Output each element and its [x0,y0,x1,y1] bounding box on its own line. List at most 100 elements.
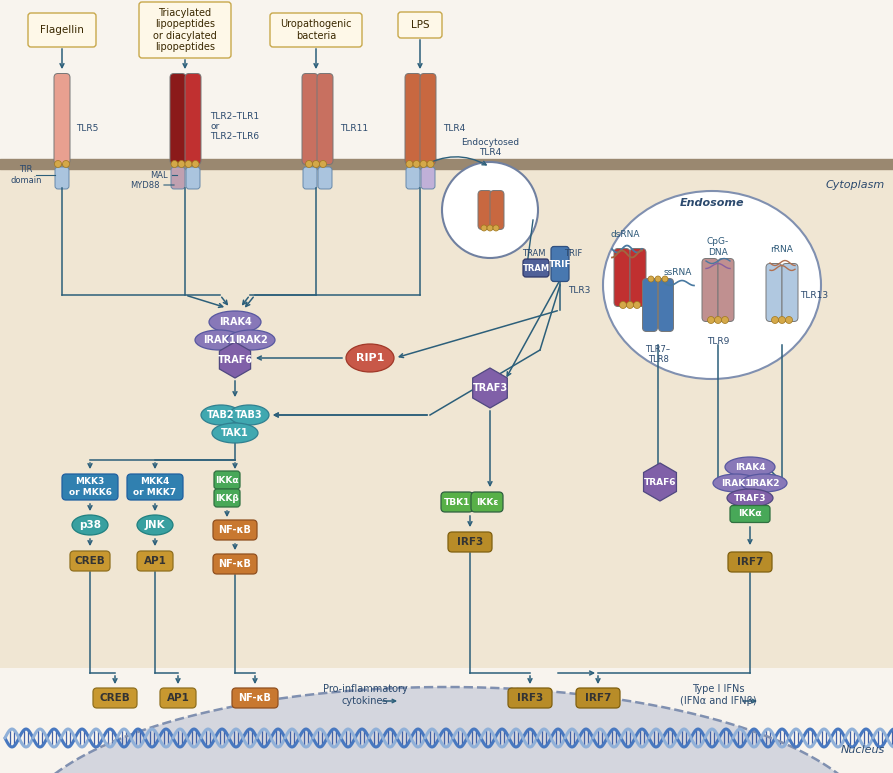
Text: TRAM: TRAM [522,264,549,273]
Ellipse shape [741,474,787,492]
Text: rRNA: rRNA [771,245,794,254]
Text: MAL: MAL [150,171,168,179]
FancyBboxPatch shape [728,552,772,572]
Text: Endocytosed
TLR4: Endocytosed TLR4 [461,138,519,157]
FancyBboxPatch shape [766,264,782,322]
Text: IRAK4: IRAK4 [219,317,251,327]
Ellipse shape [212,423,258,443]
FancyBboxPatch shape [576,688,620,708]
Circle shape [442,162,538,258]
Circle shape [406,161,413,168]
Text: TLR7–
TLR8: TLR7– TLR8 [646,345,671,364]
FancyBboxPatch shape [441,492,473,512]
FancyBboxPatch shape [28,13,96,47]
FancyBboxPatch shape [630,248,646,307]
Ellipse shape [137,515,173,535]
Text: RIP1: RIP1 [355,353,384,363]
Circle shape [786,316,792,323]
Text: Uropathogenic
bacteria: Uropathogenic bacteria [280,19,352,41]
Circle shape [779,316,786,323]
Text: Flagellin: Flagellin [40,25,84,35]
Text: Nucleus: Nucleus [840,745,885,755]
Text: ssRNA: ssRNA [663,268,692,277]
Text: MYD88: MYD88 [130,181,160,189]
Text: IRF3: IRF3 [517,693,543,703]
FancyBboxPatch shape [448,532,492,552]
FancyBboxPatch shape [232,688,278,708]
Circle shape [722,316,729,323]
FancyBboxPatch shape [55,167,69,189]
Bar [0,0,893,163]
Text: CREB: CREB [75,556,105,566]
Text: TRAF3: TRAF3 [734,493,766,502]
FancyBboxPatch shape [523,259,549,277]
FancyBboxPatch shape [420,73,436,165]
Text: CpG-
DNA: CpG- DNA [707,237,729,257]
FancyBboxPatch shape [508,688,552,708]
FancyBboxPatch shape [160,688,196,708]
Ellipse shape [227,330,275,350]
Polygon shape [472,368,507,408]
FancyBboxPatch shape [406,167,420,189]
FancyBboxPatch shape [478,190,492,230]
FancyBboxPatch shape [139,2,231,58]
Ellipse shape [72,515,108,535]
FancyBboxPatch shape [614,248,630,307]
Circle shape [620,301,627,308]
Ellipse shape [727,489,773,507]
Circle shape [63,161,70,168]
Text: Cytoplasm: Cytoplasm [826,180,885,190]
FancyBboxPatch shape [318,167,332,189]
Text: IKKε: IKKε [476,498,498,506]
FancyBboxPatch shape [137,551,173,571]
FancyBboxPatch shape [702,258,718,322]
Circle shape [655,276,661,282]
Text: TAK1: TAK1 [221,428,249,438]
Text: TLR2–TLR1: TLR2–TLR1 [210,111,259,121]
Circle shape [487,225,493,231]
Text: NF-κB: NF-κB [238,693,271,703]
Text: JNK: JNK [145,520,165,530]
Text: IKKα: IKKα [215,475,238,485]
Text: NF-κB: NF-κB [219,525,252,535]
FancyBboxPatch shape [213,520,257,540]
Circle shape [192,161,199,168]
Text: TRAF6: TRAF6 [217,355,253,365]
Text: TLR13: TLR13 [800,291,828,299]
FancyBboxPatch shape [658,278,673,332]
Circle shape [481,225,487,231]
Text: LPS: LPS [411,20,430,30]
FancyBboxPatch shape [54,73,70,165]
Ellipse shape [201,405,241,425]
FancyBboxPatch shape [214,471,240,489]
Circle shape [313,161,320,168]
FancyBboxPatch shape [213,554,257,574]
Text: TRAF3: TRAF3 [472,383,507,393]
FancyBboxPatch shape [270,13,362,47]
FancyBboxPatch shape [302,73,318,165]
Polygon shape [220,342,251,378]
Circle shape [54,161,62,168]
Text: IRAK1: IRAK1 [721,478,751,488]
Circle shape [662,276,668,282]
FancyBboxPatch shape [782,264,798,322]
Text: IRAK1: IRAK1 [203,335,236,345]
Text: TLR3: TLR3 [568,285,590,295]
Text: IRAK2: IRAK2 [235,335,267,345]
Polygon shape [644,463,677,501]
FancyBboxPatch shape [405,73,421,165]
Circle shape [633,301,640,308]
FancyBboxPatch shape [398,12,442,38]
Text: TIR
domain: TIR domain [10,165,41,185]
Bar [530,159,893,169]
Circle shape [493,225,499,231]
FancyBboxPatch shape [471,492,503,512]
Text: TRAF6: TRAF6 [644,478,676,486]
Ellipse shape [713,474,759,492]
Text: TLR9: TLR9 [707,337,730,346]
Circle shape [707,316,714,323]
Circle shape [185,161,192,168]
FancyBboxPatch shape [730,506,770,523]
Text: Triacylated
lipopeptides
or diacylated
lipopeptides: Triacylated lipopeptides or diacylated l… [153,8,217,53]
Text: TBK1: TBK1 [444,498,471,506]
